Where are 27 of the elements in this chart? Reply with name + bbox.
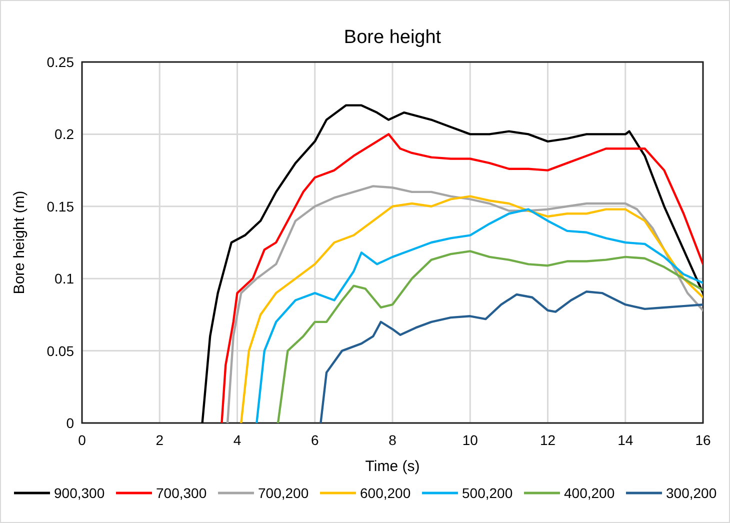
x-tick-label: 6: [310, 432, 319, 448]
y-tick-label: 0.2: [54, 126, 74, 142]
x-tick-label: 4: [233, 432, 242, 448]
legend-label: 300,200: [666, 485, 717, 501]
x-tick-label: 10: [462, 432, 478, 448]
legend-label: 700,200: [258, 485, 309, 501]
x-axis-title: Time (s): [365, 458, 420, 475]
legend-label: 700,300: [156, 485, 207, 501]
x-tick-label: 0: [78, 432, 86, 448]
y-tick-label: 0: [66, 415, 74, 431]
y-tick-label: 0.15: [46, 198, 74, 214]
chart-title: Bore height: [344, 27, 442, 48]
x-tick-label: 16: [695, 432, 711, 448]
legend-label: 400,200: [564, 485, 615, 501]
x-tick-label: 12: [540, 432, 556, 448]
line-series: [276, 250, 703, 423]
line-series: [320, 290, 703, 423]
x-tick-label: 8: [388, 432, 397, 448]
legend-label: 500,200: [462, 485, 513, 501]
y-axis-title: Bore height (m): [11, 190, 28, 294]
y-tick-label: 0.25: [46, 54, 74, 70]
legend-label: 600,200: [360, 485, 411, 501]
y-tick-label: 0.1: [54, 270, 74, 287]
x-tick-label: 14: [618, 432, 634, 448]
y-tick-label: 0.05: [46, 342, 74, 359]
legend-label: 900,300: [54, 485, 105, 501]
x-tick-label: 2: [156, 432, 164, 448]
